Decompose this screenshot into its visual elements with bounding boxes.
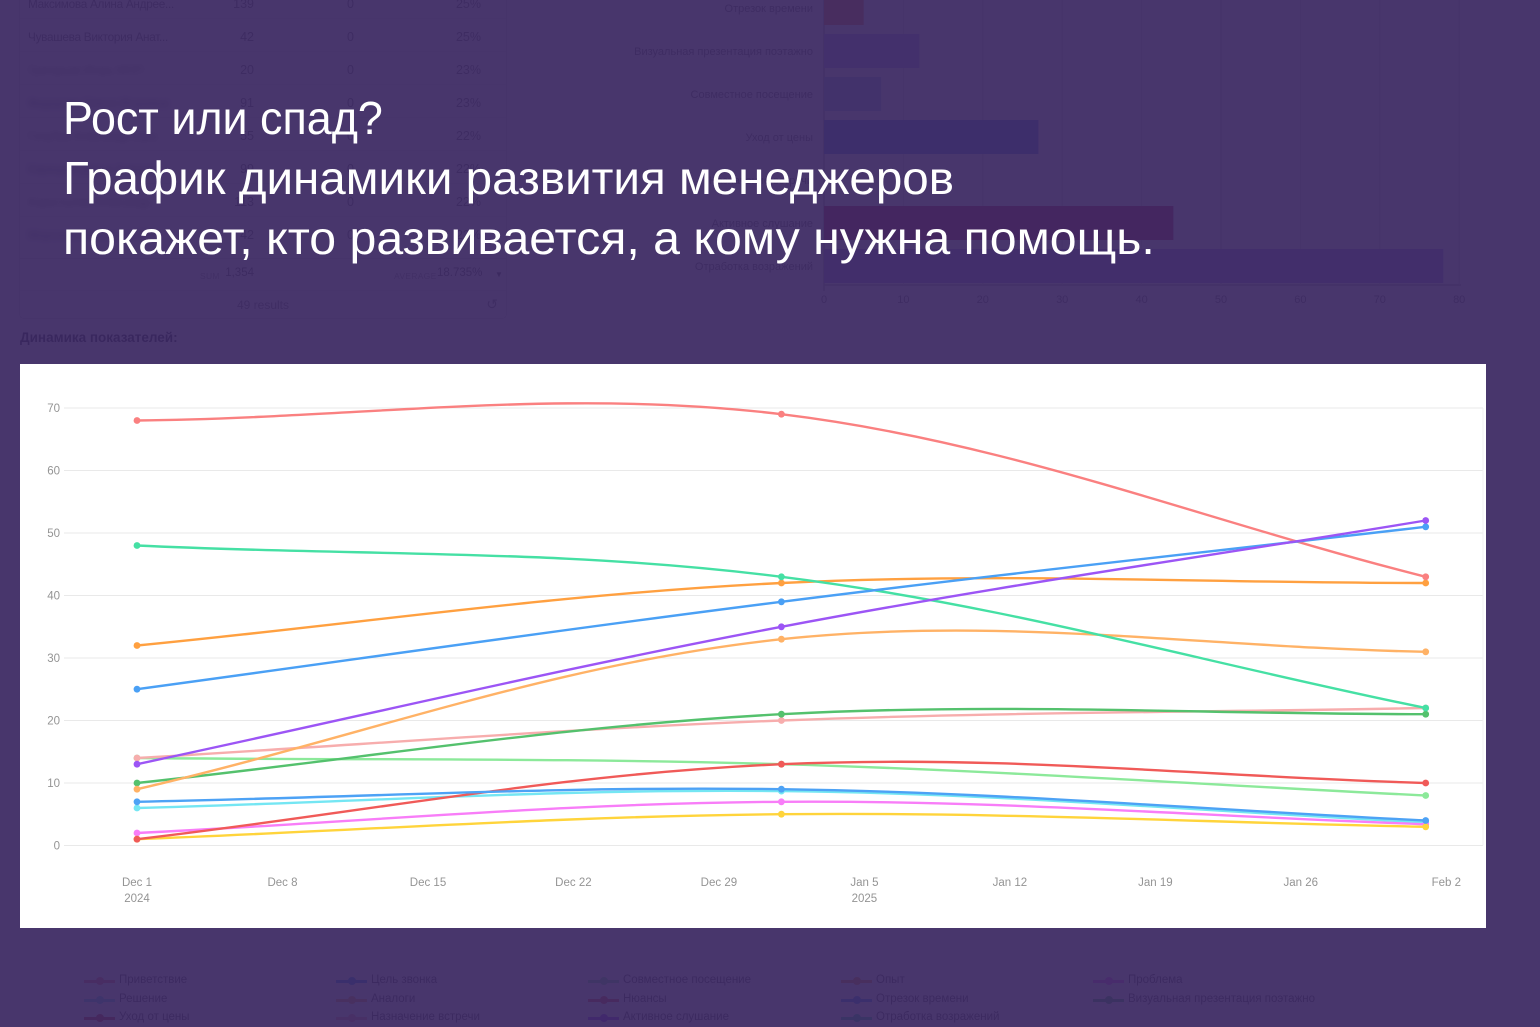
svg-text:70: 70 <box>47 403 60 415</box>
svg-text:Feb 2: Feb 2 <box>1432 877 1461 889</box>
svg-text:60: 60 <box>47 466 60 478</box>
svg-text:Dec 15: Dec 15 <box>410 877 446 889</box>
svg-text:Dec 29: Dec 29 <box>701 877 737 889</box>
svg-text:Jan 12: Jan 12 <box>993 877 1028 889</box>
svg-text:Dec 8: Dec 8 <box>267 877 297 889</box>
svg-text:20: 20 <box>47 716 60 728</box>
svg-text:50: 50 <box>47 528 60 540</box>
svg-text:Jan 5: Jan 5 <box>850 877 878 889</box>
svg-text:Jan 26: Jan 26 <box>1284 877 1319 889</box>
svg-text:Dec 22: Dec 22 <box>555 877 591 889</box>
svg-text:40: 40 <box>47 591 60 603</box>
svg-text:Jan 19: Jan 19 <box>1138 877 1173 889</box>
svg-text:2024: 2024 <box>124 893 150 905</box>
svg-text:10: 10 <box>47 778 60 790</box>
svg-text:0: 0 <box>54 841 60 853</box>
svg-text:Dec 1: Dec 1 <box>122 877 152 889</box>
svg-text:2025: 2025 <box>852 893 878 905</box>
svg-text:30: 30 <box>47 653 60 665</box>
